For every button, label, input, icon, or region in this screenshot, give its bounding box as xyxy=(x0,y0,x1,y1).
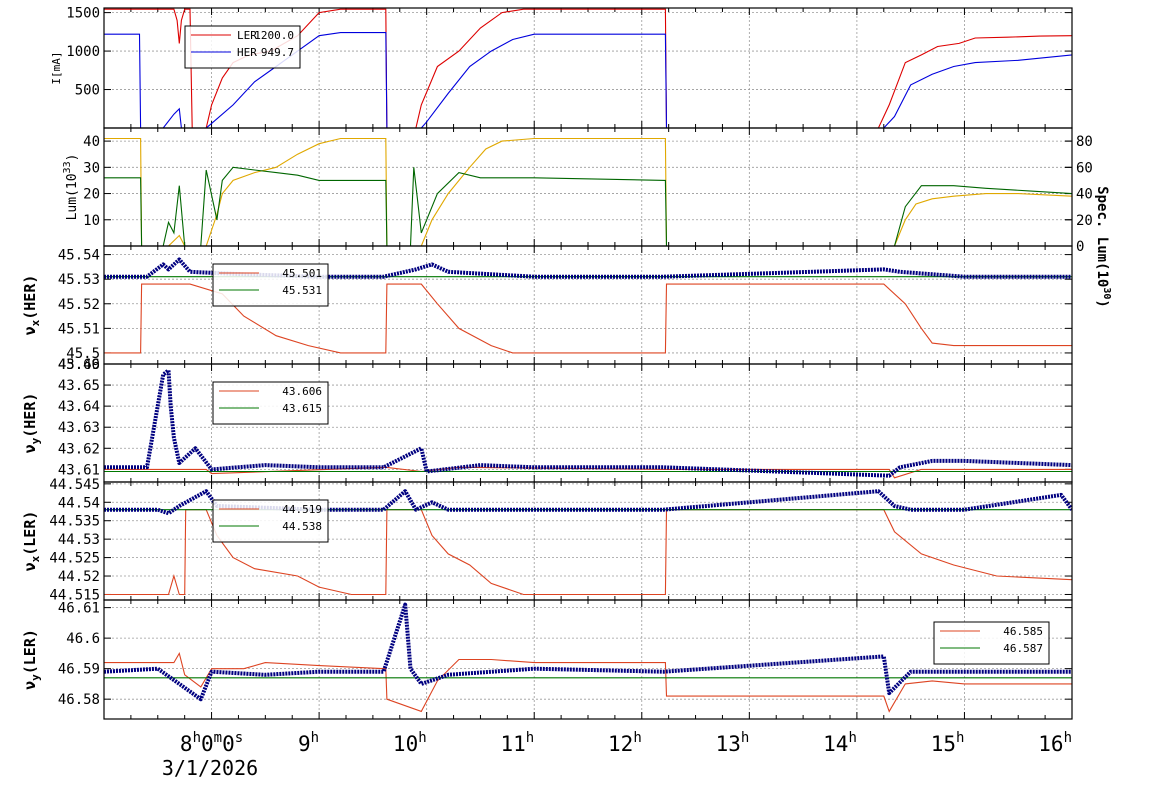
y2-tick-label: 0 xyxy=(1076,239,1084,255)
legend-box xyxy=(184,25,301,69)
y-tick-label: 45.52 xyxy=(58,297,100,313)
panel-plot-area xyxy=(104,602,1072,713)
y-axis-label: I[mA] xyxy=(50,51,63,84)
y-tick-label: 45.51 xyxy=(58,321,100,337)
x-tick-label: 12h xyxy=(608,730,642,756)
x-tick-label: 16h xyxy=(1038,730,1072,756)
y-axis-label: Lum(1033) xyxy=(62,154,80,221)
y-tick-label: 45.49 xyxy=(58,357,100,373)
y2-axis-label: Spec. Lum(1030) xyxy=(1094,186,1112,308)
panel-frame xyxy=(103,127,1073,247)
y-axis-label: νy(HER) xyxy=(21,393,42,454)
y2-tick-label: 60 xyxy=(1076,160,1093,176)
panel-nuy_her: 43.61 43.62 43.63 43.64 43.65 43.66 νy(HER) 43.… xyxy=(21,357,1073,483)
legend-value: 45.531 xyxy=(282,284,322,297)
panel-luminosity: 10 20 30 40 0 20 40 60 80 Lum(1033) Spec. Lum(1030… xyxy=(62,127,1112,308)
panel-nux_ler: 44.515 44.52 44.525 44.53 44.535 44.54 44.545 ν… xyxy=(21,477,1073,603)
y-axis-label: νy(LER) xyxy=(21,629,42,690)
y-tick-label: 45.54 xyxy=(58,248,100,264)
y-tick-label: 43.63 xyxy=(58,420,100,436)
y-tick-label: 10 xyxy=(83,213,100,229)
series-measured xyxy=(104,602,1072,702)
legend: 45.501 45.531 xyxy=(212,263,329,307)
y-tick-label: 44.53 xyxy=(58,532,100,548)
y-tick-label: 44.515 xyxy=(49,587,100,603)
legend-value: 46.587 xyxy=(1003,642,1043,655)
y-tick-label: 44.545 xyxy=(49,477,100,493)
legend-value: 43.606 xyxy=(282,385,322,398)
legend-value: 1200.0 xyxy=(254,29,294,42)
y2-tick-label: 20 xyxy=(1076,213,1093,229)
series-lum xyxy=(104,137,1072,246)
y-tick-label: 20 xyxy=(83,187,100,203)
date-label: 3/1/2026 xyxy=(162,756,258,780)
y-axis-label: νx(HER) xyxy=(21,275,42,336)
y-tick-label: 45.5 xyxy=(66,346,100,362)
panel-plot-area xyxy=(104,137,1072,246)
series-measured xyxy=(104,257,1072,279)
legend: 44.519 44.538 xyxy=(212,499,329,543)
x-tick-label: 8h0m0s xyxy=(180,730,243,756)
y-tick-label: 46.59 xyxy=(58,662,100,678)
x-tick-label: 13h xyxy=(716,730,750,756)
panel-nux_her: 45.5 45.51 45.52 45.53 45.54 45.49 νx(HER) 45.5… xyxy=(21,245,1073,373)
y-tick-label: 30 xyxy=(83,160,100,176)
y-tick-label: 43.66 xyxy=(58,357,100,373)
legend-box xyxy=(212,499,329,543)
series-set xyxy=(104,283,1072,354)
legend-label: HER xyxy=(237,46,257,59)
y-tick-label: 44.525 xyxy=(49,551,100,567)
legend: 46.585 46.587 xyxy=(933,621,1050,665)
legend-box xyxy=(933,621,1050,665)
y-tick-label: 40 xyxy=(83,134,100,150)
legend: 43.606 43.615 xyxy=(212,381,329,425)
legend-box xyxy=(212,263,329,307)
y-tick-label: 43.65 xyxy=(58,378,100,394)
y-tick-label: 46.61 xyxy=(58,601,100,617)
legend-value: 44.519 xyxy=(282,503,322,516)
legend-value: 43.615 xyxy=(282,402,322,415)
legend-box xyxy=(212,381,329,425)
y-tick-label: 44.535 xyxy=(49,514,100,530)
series-set xyxy=(104,466,1072,479)
y-tick-label: 45.53 xyxy=(58,272,100,288)
y-tick-label: 43.61 xyxy=(58,462,100,478)
panel-plot-area xyxy=(104,368,1072,479)
series-spec-lum xyxy=(104,166,1072,246)
x-tick-label: 14h xyxy=(823,730,857,756)
y-tick-label: 500 xyxy=(75,83,100,99)
y-tick-label: 1000 xyxy=(66,44,100,60)
y-tick-label: 1500 xyxy=(66,6,100,22)
x-tick-label: 11h xyxy=(500,730,534,756)
y2-tick-label: 40 xyxy=(1076,187,1093,203)
panel-frame xyxy=(103,599,1073,720)
y-tick-label: 46.58 xyxy=(58,692,100,708)
y-tick-label: 43.64 xyxy=(58,399,100,415)
y2-tick-label: 80 xyxy=(1076,134,1093,150)
legend-value: 44.538 xyxy=(282,520,322,533)
y-tick-label: 44.52 xyxy=(58,569,100,585)
series-her xyxy=(104,32,1072,128)
y-tick-label: 46.6 xyxy=(66,631,100,647)
y-axis-label: νx(LER) xyxy=(21,511,42,572)
series-measured xyxy=(104,368,1072,478)
y-tick-label: 44.54 xyxy=(58,495,100,511)
legend-value: 46.585 xyxy=(1003,625,1043,638)
legend-value: 949.7 xyxy=(261,46,294,59)
x-tick-label: 15h xyxy=(931,730,965,756)
legend-value: 45.501 xyxy=(282,267,322,280)
series-set xyxy=(104,651,1072,713)
y-tick-label: 43.62 xyxy=(58,441,100,457)
legend-label: LER xyxy=(237,29,257,42)
panel-nuy_ler: 46.58 46.59 46.6 46.61 νy(LER) 46.585 46.587 xyxy=(21,599,1073,720)
x-tick-label: 10h xyxy=(393,730,427,756)
series-measured xyxy=(104,489,1072,516)
x-tick-label: 9h xyxy=(298,730,319,756)
x-axis: 8h0m0s 9h 10h 11h 12h 13h 14h 15h 16h 3/1/2026 xyxy=(162,730,1072,780)
